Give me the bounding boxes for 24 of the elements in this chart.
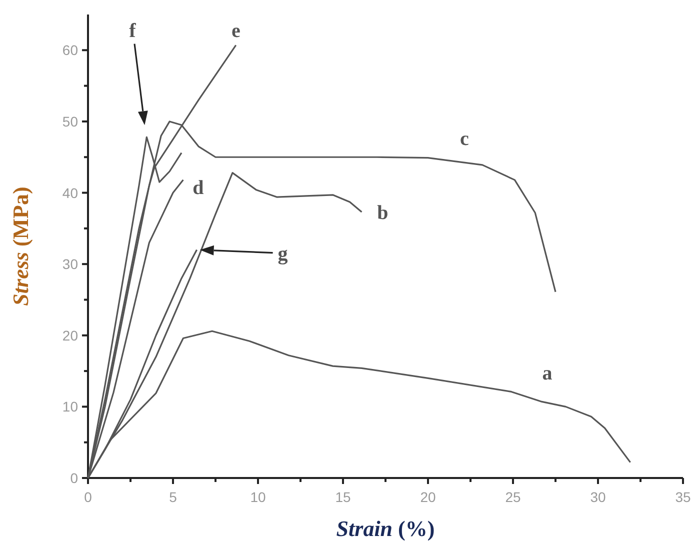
x-tick-label: 10 — [250, 489, 266, 505]
x-tick-label: 0 — [84, 489, 92, 505]
x-axis-title: Strain (%) — [336, 516, 435, 541]
y-tick-label: 10 — [62, 398, 78, 415]
series-label: d — [192, 176, 204, 199]
y-axis-title: Stress (MPa) — [8, 186, 33, 306]
x-tick-label: 5 — [169, 489, 178, 505]
series-label: c — [460, 128, 470, 150]
x-tick-label: 30 — [590, 489, 606, 505]
y-tick-label: 60 — [62, 42, 78, 58]
y-tick-label: 50 — [62, 113, 78, 130]
series-label: b — [377, 202, 388, 224]
y-tick-label: 20 — [62, 327, 78, 344]
y-tick-label: 40 — [62, 184, 78, 201]
x-tick-label: 15 — [335, 489, 351, 505]
series-label: e — [231, 20, 240, 42]
x-tick-label: 25 — [505, 489, 521, 505]
annotation: g — [278, 242, 288, 265]
x-tick-label: 20 — [420, 489, 436, 505]
y-tick-label: 30 — [62, 256, 78, 272]
y-tick-label: 0 — [70, 470, 78, 486]
series-label: a — [542, 362, 552, 384]
annotation: f — [129, 20, 136, 42]
x-tick-label: 35 — [675, 489, 691, 505]
